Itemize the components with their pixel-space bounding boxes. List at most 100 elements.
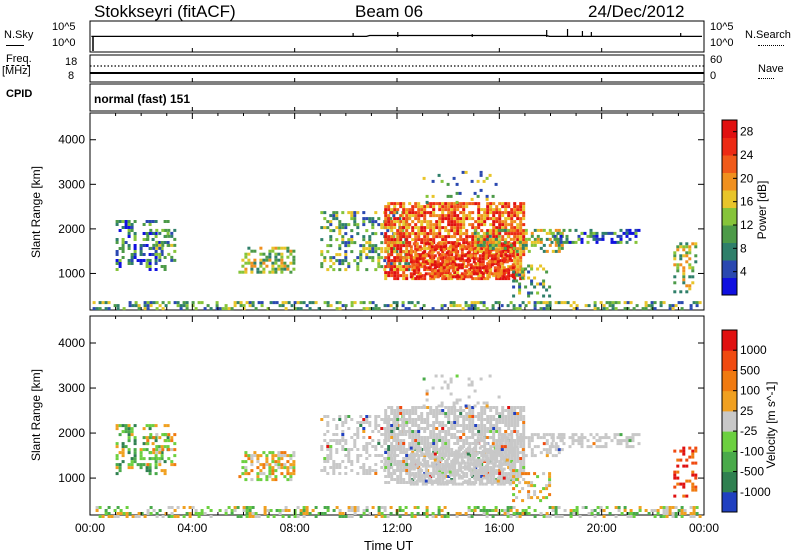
echo-cell xyxy=(548,484,552,488)
echo-cell xyxy=(423,442,427,445)
echo-cell xyxy=(577,439,581,443)
echo-cell xyxy=(485,509,489,512)
echo-cell xyxy=(527,264,531,268)
echo-cell xyxy=(506,436,510,440)
echo-cell xyxy=(417,424,421,427)
echo-cell xyxy=(473,389,477,393)
echo-cell xyxy=(386,250,390,254)
echo-cell xyxy=(460,446,464,450)
echo-cell xyxy=(466,482,470,486)
echo-cell xyxy=(326,301,330,305)
echo-cell xyxy=(133,442,137,446)
echo-cell xyxy=(116,304,120,308)
echo-cell xyxy=(452,176,456,180)
echo-cell xyxy=(269,509,273,512)
echo-cell xyxy=(413,515,417,518)
echo-cell xyxy=(447,415,451,418)
echo-cell xyxy=(551,454,555,458)
echo-cell xyxy=(441,238,445,242)
echo-cell xyxy=(490,254,494,258)
echo-cell xyxy=(577,237,581,241)
echo-cell xyxy=(479,173,483,177)
echo-cell xyxy=(347,509,351,512)
echo-cell xyxy=(408,427,412,430)
echo-cell xyxy=(519,262,523,266)
echo-cell xyxy=(380,460,384,463)
echo-cell xyxy=(462,433,466,436)
echo-cell xyxy=(539,228,543,232)
echo-cell xyxy=(623,307,627,311)
echo-cell xyxy=(459,211,463,215)
echo-cell xyxy=(200,512,204,515)
echo-cell xyxy=(691,242,695,246)
echo-cell xyxy=(489,223,493,227)
colorbar-swatch xyxy=(722,431,737,452)
echo-cell xyxy=(399,472,403,475)
echo-cell xyxy=(248,301,252,305)
echo-cell xyxy=(408,481,412,484)
echo-cell xyxy=(399,232,403,236)
echo-cell xyxy=(450,451,454,454)
echo-cell xyxy=(589,433,593,437)
echo-cell xyxy=(522,409,526,412)
echo-cell xyxy=(113,304,117,308)
echo-cell xyxy=(329,235,333,239)
echo-cell xyxy=(506,234,510,238)
echo-cell xyxy=(480,454,484,457)
echo-cell xyxy=(393,250,397,254)
echo-cell xyxy=(443,304,447,308)
echo-cell xyxy=(101,515,105,518)
echo-cell xyxy=(401,301,405,305)
echo-cell xyxy=(417,445,421,448)
echo-cell xyxy=(280,466,284,470)
echo-cell xyxy=(460,275,464,279)
echo-cell xyxy=(676,269,680,273)
echo-cell xyxy=(415,479,419,483)
echo-cell xyxy=(644,301,648,305)
echo-cell xyxy=(442,242,446,246)
echo-cell xyxy=(139,466,143,470)
echo-cell xyxy=(673,473,677,477)
echo-cell xyxy=(519,235,523,239)
echo-cell xyxy=(481,266,485,270)
echo-cell xyxy=(450,202,454,206)
echo-cell xyxy=(485,401,489,405)
echo-cell xyxy=(554,442,558,446)
echo-cell xyxy=(230,509,234,512)
echo-cell xyxy=(439,473,443,477)
echo-cell xyxy=(489,418,493,421)
echo-cell xyxy=(497,301,501,305)
echo-cell xyxy=(414,232,418,236)
echo-cell xyxy=(392,214,396,218)
echo-cell xyxy=(146,439,150,443)
echo-cell xyxy=(489,268,493,272)
echo-cell xyxy=(419,307,423,311)
echo-cell xyxy=(499,461,503,465)
echo-cell xyxy=(115,253,119,256)
echo-cell xyxy=(453,421,457,424)
echo-cell xyxy=(509,506,513,509)
echo-cell xyxy=(305,512,309,515)
echo-cell xyxy=(164,439,168,443)
echo-cell xyxy=(420,427,424,430)
echo-cell xyxy=(260,301,264,305)
echo-cell xyxy=(677,512,681,515)
echo-cell xyxy=(146,234,150,238)
echo-cell xyxy=(634,228,638,232)
echo-cell xyxy=(491,436,495,440)
echo-cell xyxy=(125,506,129,509)
echo-cell xyxy=(133,253,137,256)
echo-cell xyxy=(471,277,475,281)
echo-cell xyxy=(486,271,490,275)
echo-cell xyxy=(438,454,442,457)
echo-cell xyxy=(121,256,125,259)
echo-cell xyxy=(487,263,491,267)
echo-cell xyxy=(610,231,614,235)
echo-cell xyxy=(268,463,272,467)
echo-cell xyxy=(332,460,336,463)
echo-cell xyxy=(466,242,470,246)
echo-cell xyxy=(396,466,400,469)
echo-cell xyxy=(447,457,451,460)
echo-cell xyxy=(410,512,414,515)
echo-cell xyxy=(459,238,463,242)
